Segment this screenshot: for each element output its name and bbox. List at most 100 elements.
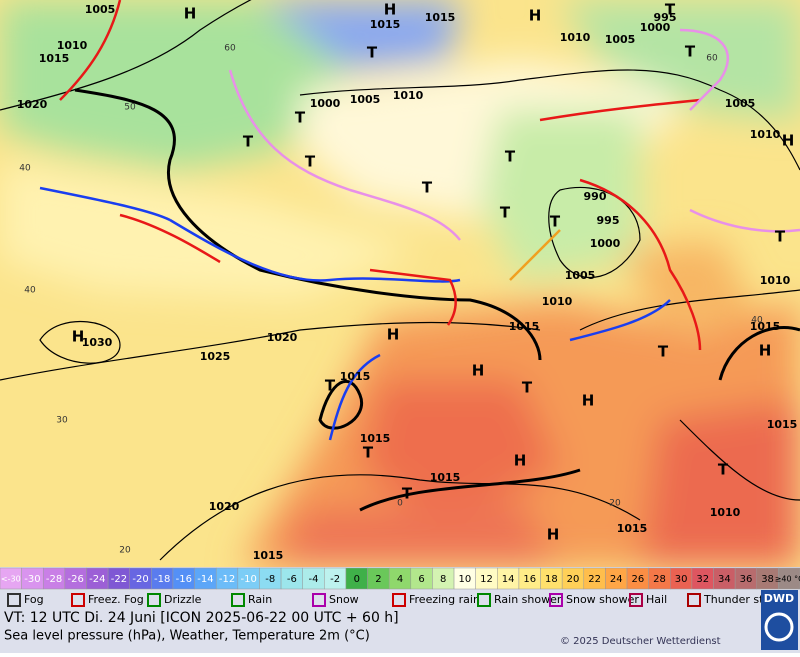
scale-label: <-30 (1, 575, 21, 584)
scale-label: -8 (265, 574, 275, 585)
map-area (0, 0, 800, 567)
legend-icon (7, 593, 21, 607)
legend-label: Freezing rain (409, 593, 480, 606)
pressure-center: T (243, 133, 254, 151)
legend-label: Fog (24, 593, 44, 606)
legend-label: Snow shower (566, 593, 639, 606)
scale-label: 28 (653, 574, 666, 585)
scale-label: -16 (176, 574, 192, 585)
scale-label: 32 (696, 574, 709, 585)
scale-label: 24 (610, 574, 623, 585)
legend-icon (477, 593, 491, 607)
scale-label: 4 (397, 574, 403, 585)
isobar-label: 1010 (393, 89, 424, 102)
isobar-label: 1020 (17, 98, 48, 111)
scale-label: -2 (330, 574, 340, 585)
isobar-label: 1005 (605, 33, 636, 46)
legend-label: Snow (329, 593, 359, 606)
scale-label: 18 (545, 574, 558, 585)
scale-label: -30 (24, 574, 40, 585)
scale-label: -22 (111, 574, 127, 585)
graticule-label: 30 (56, 416, 68, 426)
pressure-center: H (184, 5, 197, 23)
isobar-label: 1015 (767, 418, 798, 431)
isobars (0, 0, 800, 561)
pressure-center: T (522, 379, 533, 397)
pressure-center: T (665, 1, 676, 19)
isobar-label: 1005 (725, 97, 756, 110)
isobar-label: 1005 (565, 269, 596, 282)
pressure-center: T (505, 148, 516, 166)
pressure-center: H (529, 7, 542, 25)
legend-icon (629, 593, 643, 607)
pressure-center: H (759, 342, 772, 360)
pressure-center: H (72, 328, 85, 346)
scale-label: -12 (219, 574, 235, 585)
scale-label: 14 (502, 574, 515, 585)
temperature-scale: <-30 -30 -28 -26 -24 -22 -20 -18 -16 -14 -12 -10 -8-… (0, 567, 800, 590)
temperature-field (0, 0, 800, 567)
pressure-center: H (472, 362, 485, 380)
fronts (39, 0, 800, 441)
scale-label: 10 (458, 574, 471, 585)
pressure-center: T (325, 377, 336, 395)
graticule-label: 40 (751, 316, 763, 326)
pressure-center: T (500, 204, 511, 222)
legend-icon (71, 593, 85, 607)
pressure-center: T (550, 213, 561, 231)
isobar-label: 1015 (425, 11, 456, 24)
legend-label: Freez. Fog (88, 593, 144, 606)
isobar-label: 1025 (200, 350, 231, 363)
isobar-label: 1015 (509, 320, 540, 333)
pressure-center: T (718, 461, 729, 479)
graticule-label: 60 (224, 44, 236, 54)
pressure-troughs (74, 88, 800, 512)
scale-label: -10 (240, 574, 256, 585)
weather-legend: Fog Freez. Fog Drizzle Rain Snow Freezing rai… (7, 593, 785, 607)
pressure-center: H (514, 452, 527, 470)
scale-label: 34 (718, 574, 731, 585)
graticule-label: 20 (609, 499, 621, 509)
isobar-label: 1015 (750, 320, 781, 333)
scale-label: 30 (675, 574, 688, 585)
legend-label: Drizzle (164, 593, 202, 606)
scale-label: -6 (287, 574, 297, 585)
scale-label: -14 (197, 574, 213, 585)
graticule-label: 40 (24, 286, 36, 296)
isobar-label: 995 (654, 11, 677, 24)
legend-icon (312, 593, 326, 607)
graticule-label: 20 (119, 546, 131, 556)
scale-label: 8 (440, 574, 446, 585)
scale-label: 2 (375, 574, 381, 585)
graticule-label: 60 (706, 54, 718, 64)
isobar-label: 1010 (57, 39, 88, 52)
scale-label: 20 (567, 574, 580, 585)
pressure-center: T (658, 343, 669, 361)
pressure-center: T (305, 153, 316, 171)
scale-label: ≥40 °C (775, 575, 800, 584)
isobar-label: 1030 (82, 336, 113, 349)
legend-label: Rain (248, 593, 272, 606)
valid-time: VT: 12 UTC Di. 24 Juni [ICON 2025-06-22 … (4, 610, 399, 626)
isobar-label: 990 (584, 190, 607, 203)
graticule-label: 0 (397, 499, 403, 509)
pressure-center: T (367, 44, 378, 62)
scale-label: -26 (68, 574, 84, 585)
pressure-center: T (685, 43, 696, 61)
isobar-label: 1000 (310, 97, 341, 110)
isobar-label: 1000 (590, 237, 621, 250)
pressure-center: T (775, 228, 786, 246)
graticule-label: 50 (124, 103, 136, 113)
scale-label: 26 (631, 574, 644, 585)
pressure-center: T (402, 485, 413, 503)
pressure-center: H (582, 392, 595, 410)
isobar-label: 995 (597, 214, 620, 227)
isobar-label: 1020 (267, 331, 298, 344)
scale-label: 12 (480, 574, 493, 585)
isobar-label: 1010 (542, 295, 573, 308)
pressure-center: T (422, 179, 433, 197)
isobar-label: 1010 (750, 128, 781, 141)
scale-label: 0 (354, 574, 360, 585)
pressure-center: H (387, 326, 400, 344)
